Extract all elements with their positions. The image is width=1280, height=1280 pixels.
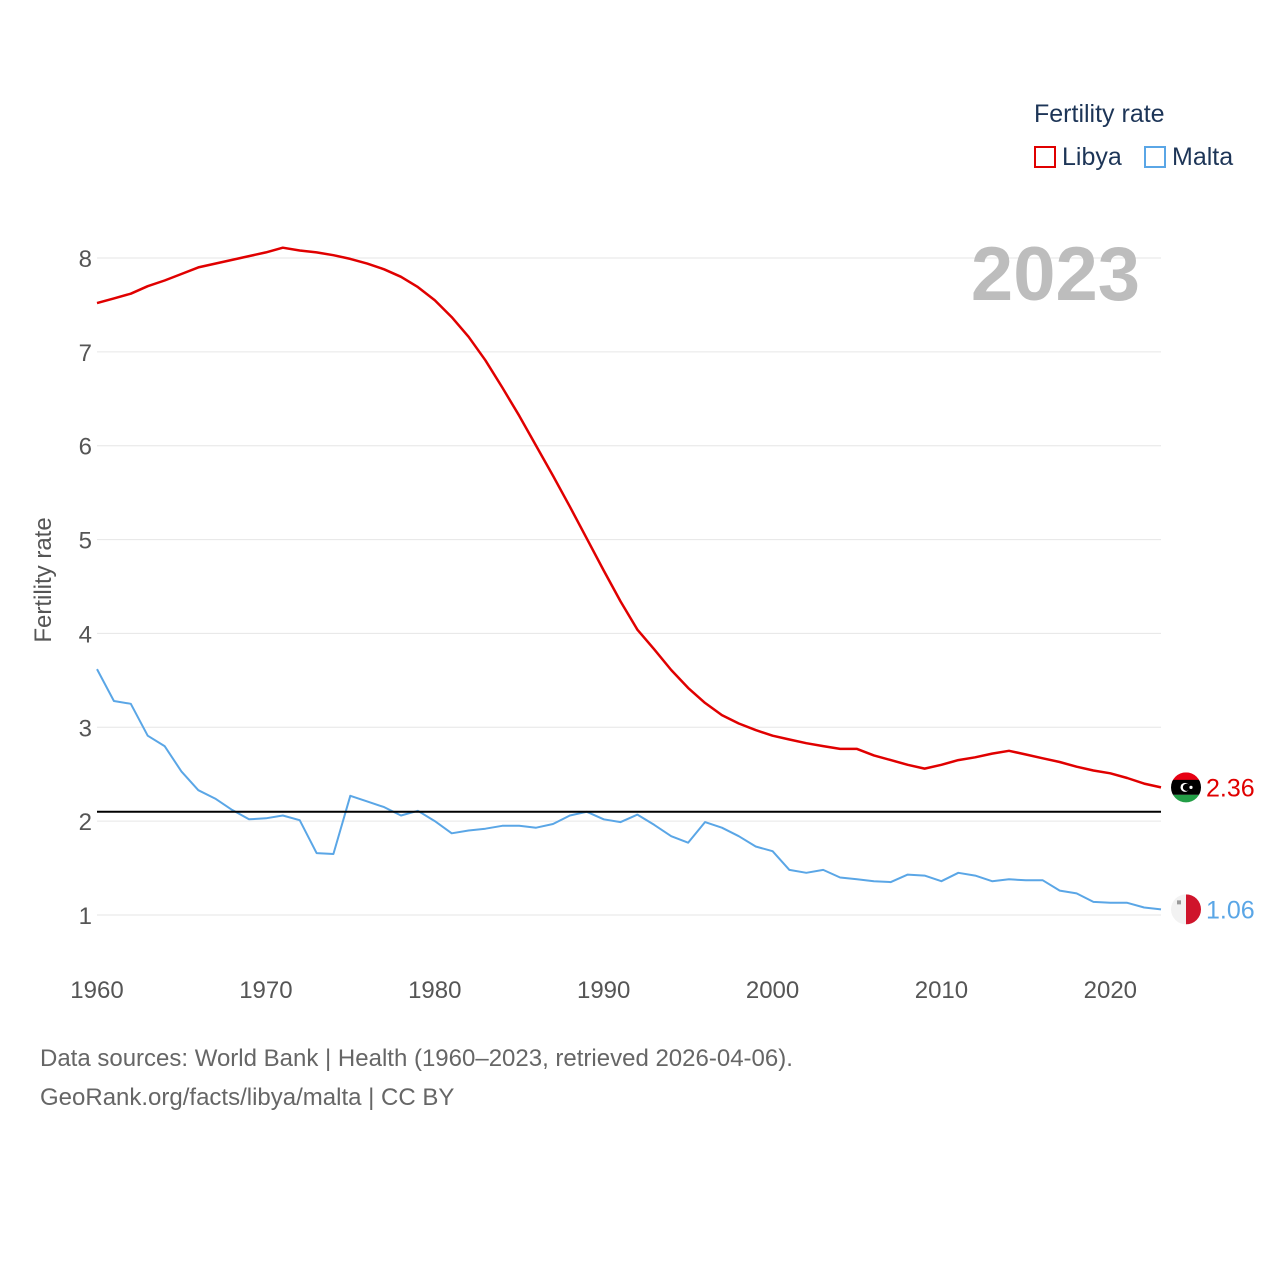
y-tick-label: 8 bbox=[79, 246, 92, 273]
y-tick-label: 4 bbox=[79, 621, 92, 648]
flag-crescent-cut bbox=[1182, 783, 1191, 791]
y-tick-label: 3 bbox=[79, 715, 92, 742]
flag-star bbox=[1189, 785, 1193, 789]
flag-stripe bbox=[1171, 772, 1201, 783]
legend-swatch-malta bbox=[1144, 146, 1166, 168]
y-tick-label: 5 bbox=[79, 528, 92, 555]
year-label: 2023 bbox=[971, 232, 1140, 317]
x-tick-label: 1980 bbox=[408, 977, 461, 1004]
x-tick-label: 1990 bbox=[577, 977, 630, 1004]
flag-stripe bbox=[1171, 794, 1201, 803]
x-tick-label: 1970 bbox=[239, 977, 292, 1004]
legend-label-libya: Libya bbox=[1062, 142, 1122, 171]
malta-flag-icon bbox=[1171, 894, 1201, 925]
x-tick-label: 2010 bbox=[915, 977, 968, 1004]
x-tick-label: 2020 bbox=[1084, 977, 1137, 1004]
y-tick-label: 6 bbox=[79, 434, 92, 461]
legend-item-libya[interactable]: Libya bbox=[1034, 142, 1122, 172]
source-line-1: Data sources: World Bank | Health (1960–… bbox=[40, 1045, 793, 1072]
legend-item-malta[interactable]: Malta bbox=[1144, 142, 1233, 172]
flag-half bbox=[1171, 894, 1186, 925]
end-value-label-libya: 2.36 bbox=[1206, 774, 1255, 802]
series-line-libya bbox=[96, 246, 1162, 789]
y-tick-label: 1 bbox=[79, 903, 92, 930]
legend-swatch-libya bbox=[1034, 146, 1056, 168]
flag-george-cross bbox=[1177, 900, 1181, 905]
libya-flag-icon bbox=[1171, 772, 1201, 803]
series-line-malta bbox=[96, 668, 1162, 911]
x-tick-label: 1960 bbox=[70, 977, 123, 1004]
end-value-label-malta: 1.06 bbox=[1206, 896, 1255, 924]
source-line-2[interactable]: GeoRank.org/facts/libya/malta | CC BY bbox=[40, 1084, 455, 1111]
y-tick-label: 2 bbox=[79, 809, 92, 836]
y-axis-title: Fertility rate bbox=[30, 517, 57, 642]
legend-title: Fertility rate bbox=[1034, 100, 1165, 128]
x-tick-label: 2000 bbox=[746, 977, 799, 1004]
y-tick-label: 7 bbox=[79, 340, 92, 367]
legend-label-malta: Malta bbox=[1172, 142, 1234, 171]
flag-half bbox=[1186, 894, 1201, 925]
